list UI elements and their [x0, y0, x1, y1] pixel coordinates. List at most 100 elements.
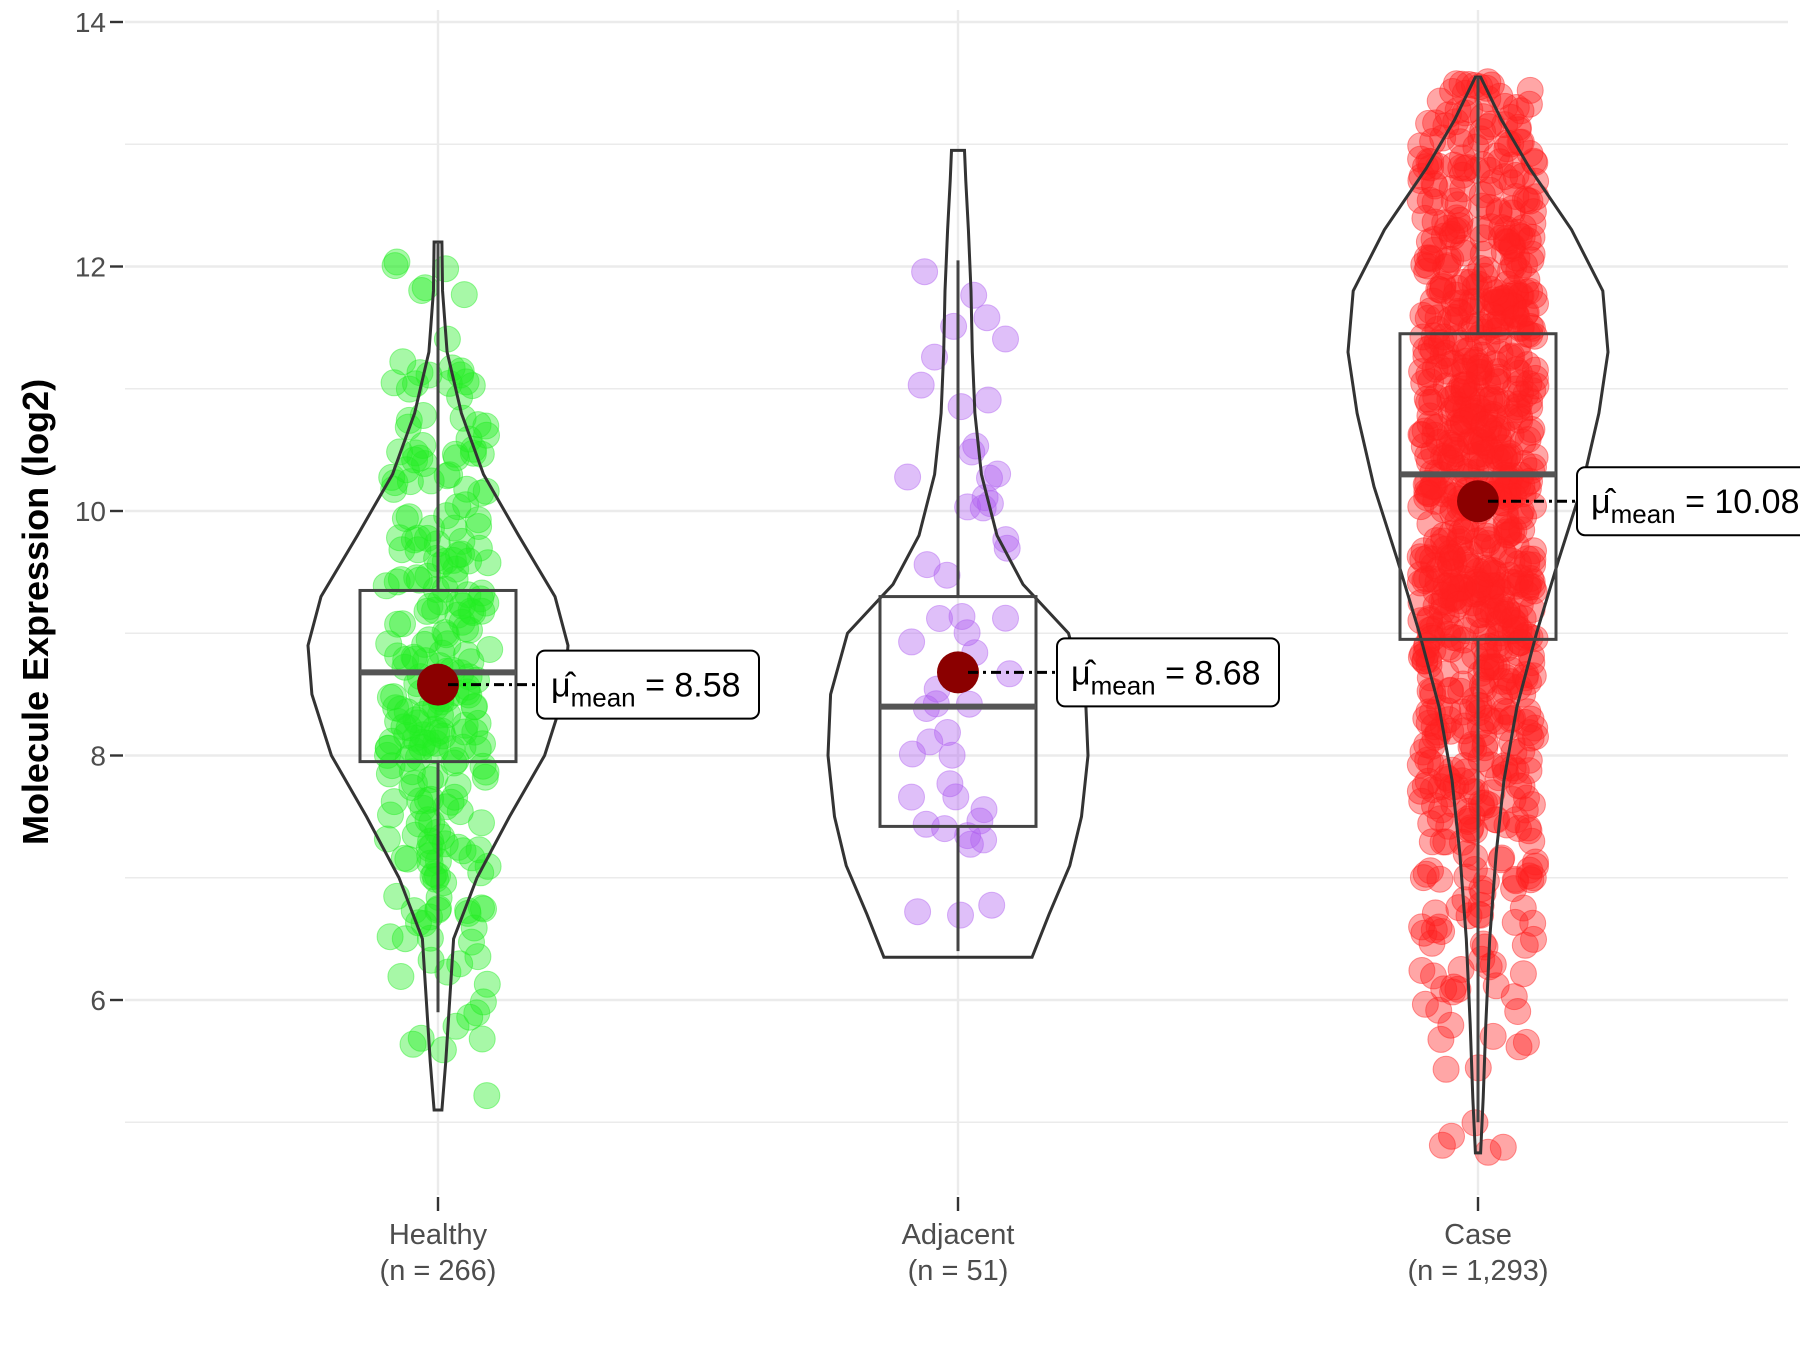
data-point	[1511, 300, 1539, 328]
data-point	[401, 821, 429, 849]
data-point	[391, 925, 419, 953]
data-point	[423, 719, 451, 747]
data-point	[1437, 569, 1465, 597]
data-point	[1490, 443, 1518, 471]
data-point	[1437, 584, 1465, 612]
data-point	[898, 628, 926, 656]
data-point	[1514, 574, 1542, 602]
data-point	[1467, 789, 1495, 817]
data-point	[380, 683, 408, 711]
data-point	[444, 833, 472, 861]
data-point	[1498, 151, 1526, 179]
data-point	[1480, 420, 1508, 448]
data-point	[1511, 251, 1538, 279]
data-point	[1441, 583, 1469, 611]
data-point	[470, 895, 497, 923]
data-point	[1500, 275, 1528, 303]
data-point	[453, 475, 481, 503]
data-point	[414, 729, 442, 757]
data-point	[428, 823, 456, 851]
data-point	[395, 375, 423, 403]
data-point	[942, 783, 970, 811]
data-point	[1495, 282, 1522, 310]
data-point	[400, 770, 428, 797]
data-point	[1492, 664, 1520, 691]
data-point	[1479, 302, 1507, 330]
data-point	[1486, 684, 1514, 712]
data-point	[1434, 620, 1462, 648]
data-point	[1469, 617, 1497, 645]
data-point	[1476, 275, 1504, 303]
data-point	[454, 581, 482, 609]
data-point	[1479, 401, 1507, 428]
data-point	[1411, 647, 1439, 675]
data-point	[1420, 226, 1448, 253]
data-point	[450, 718, 478, 746]
data-point	[1493, 518, 1521, 546]
data-point	[1517, 565, 1545, 592]
data-point	[452, 615, 480, 643]
data-point	[1449, 565, 1477, 593]
data-point	[1414, 442, 1442, 470]
data-point	[947, 901, 974, 929]
data-point	[1473, 704, 1501, 732]
data-point	[1448, 372, 1476, 400]
data-point	[1416, 410, 1444, 438]
data-point	[1439, 543, 1467, 571]
data-point	[1521, 714, 1549, 742]
data-point	[1443, 274, 1471, 302]
data-point	[1410, 251, 1438, 279]
data-point	[1418, 565, 1446, 593]
data-point	[408, 277, 436, 304]
data-point	[1429, 828, 1457, 856]
data-point	[416, 592, 444, 620]
data-point	[1413, 484, 1441, 512]
data-point	[1482, 416, 1510, 444]
data-point	[421, 860, 449, 888]
data-point	[461, 692, 488, 720]
data-point	[1438, 572, 1466, 600]
data-point	[1502, 356, 1530, 384]
data-point	[1451, 354, 1479, 381]
data-point	[984, 460, 1012, 488]
data-point	[1521, 356, 1549, 384]
data-point	[953, 619, 981, 647]
data-point	[1417, 297, 1445, 325]
data-point	[1486, 444, 1514, 472]
data-point	[1437, 551, 1464, 579]
data-point	[1509, 214, 1537, 242]
data-point	[1522, 372, 1550, 400]
data-point	[1449, 698, 1477, 726]
data-point	[1460, 580, 1488, 608]
data-point	[1463, 566, 1491, 594]
x-category-label: Case	[1444, 1219, 1512, 1251]
data-point	[469, 752, 497, 780]
data-point	[473, 1082, 501, 1110]
data-point	[1485, 424, 1512, 452]
data-point	[1469, 930, 1497, 958]
data-point	[471, 763, 499, 791]
axes: 6 8 10 12 14 Healthy (n = 266) Adjacent (n = 51)…	[75, 7, 1549, 1287]
data-point	[1446, 299, 1474, 327]
data-point	[1415, 388, 1443, 416]
mean-label: μ̂mean = 10.08	[1591, 483, 1799, 529]
data-point	[1449, 670, 1477, 698]
data-point	[1502, 282, 1530, 310]
data-point	[402, 439, 430, 467]
data-point	[1486, 593, 1514, 621]
data-point	[1417, 857, 1444, 885]
data-point	[1474, 370, 1502, 398]
data-point	[1504, 630, 1532, 657]
data-point	[1428, 588, 1456, 616]
data-point	[1437, 1011, 1465, 1039]
data-point	[1500, 293, 1527, 320]
data-point	[464, 506, 492, 534]
data-point	[1441, 436, 1469, 464]
data-point	[1471, 432, 1499, 460]
data-point	[465, 513, 493, 540]
data-point	[1452, 617, 1480, 645]
data-point	[1520, 925, 1547, 953]
data-point	[1505, 359, 1533, 387]
data-point	[1432, 444, 1460, 472]
data-point	[1468, 693, 1496, 721]
